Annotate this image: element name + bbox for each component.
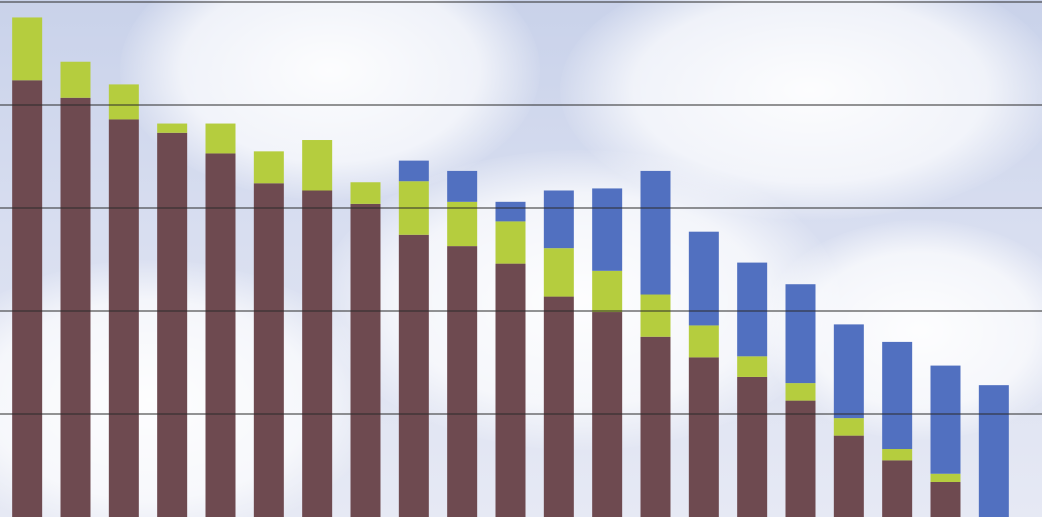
bar-segment bbox=[930, 473, 961, 482]
bar-segment bbox=[833, 418, 864, 436]
bar-segment bbox=[543, 248, 574, 297]
bar-segment bbox=[60, 61, 91, 98]
bar-segment bbox=[447, 170, 478, 202]
bar-segment bbox=[640, 170, 671, 295]
bar-segment bbox=[592, 270, 623, 313]
bar-segment bbox=[978, 385, 1009, 517]
bar-segment bbox=[592, 188, 623, 271]
bar-segment bbox=[543, 296, 574, 517]
bar-segment bbox=[833, 324, 864, 419]
bar-segment bbox=[882, 460, 913, 517]
bar-segment bbox=[108, 84, 139, 120]
bar-segment bbox=[205, 123, 236, 154]
bar-segment bbox=[157, 123, 188, 133]
bar-segment bbox=[495, 201, 526, 222]
bar-segment bbox=[930, 365, 961, 474]
bar-segment bbox=[398, 160, 429, 182]
bar-segment bbox=[640, 336, 671, 517]
bar-segment bbox=[737, 376, 768, 517]
bar-segment bbox=[688, 357, 719, 517]
bar-segment bbox=[495, 263, 526, 517]
bar-segment bbox=[108, 119, 139, 517]
bar-segment bbox=[640, 294, 671, 337]
bar-segment bbox=[688, 325, 719, 358]
bar-segment bbox=[737, 356, 768, 377]
bar-segment bbox=[350, 203, 381, 517]
bar-segment bbox=[12, 17, 43, 81]
bar-segment bbox=[447, 201, 478, 247]
bar-segment bbox=[737, 262, 768, 357]
bar-segment bbox=[833, 435, 864, 517]
bar-segment bbox=[785, 400, 816, 517]
bar-segment bbox=[253, 183, 284, 517]
bar-segment bbox=[785, 383, 816, 401]
bar-segment bbox=[157, 132, 188, 517]
bar-segment bbox=[930, 481, 961, 517]
bar-segment bbox=[302, 140, 333, 191]
bar-segment bbox=[785, 284, 816, 384]
bar-segment bbox=[543, 190, 574, 249]
bar-segment bbox=[882, 341, 913, 450]
bar-segment bbox=[398, 234, 429, 517]
bar-segment bbox=[253, 151, 284, 184]
bar-segment bbox=[688, 231, 719, 326]
bar-segment bbox=[350, 182, 381, 204]
bar-segment bbox=[205, 153, 236, 517]
bar-segment bbox=[882, 449, 913, 461]
bar-segment bbox=[592, 312, 623, 517]
bar-segment bbox=[495, 221, 526, 264]
bar-segment bbox=[447, 246, 478, 517]
bar-segment bbox=[60, 97, 91, 517]
bar-segment bbox=[12, 80, 43, 517]
bar-segment bbox=[302, 190, 333, 517]
